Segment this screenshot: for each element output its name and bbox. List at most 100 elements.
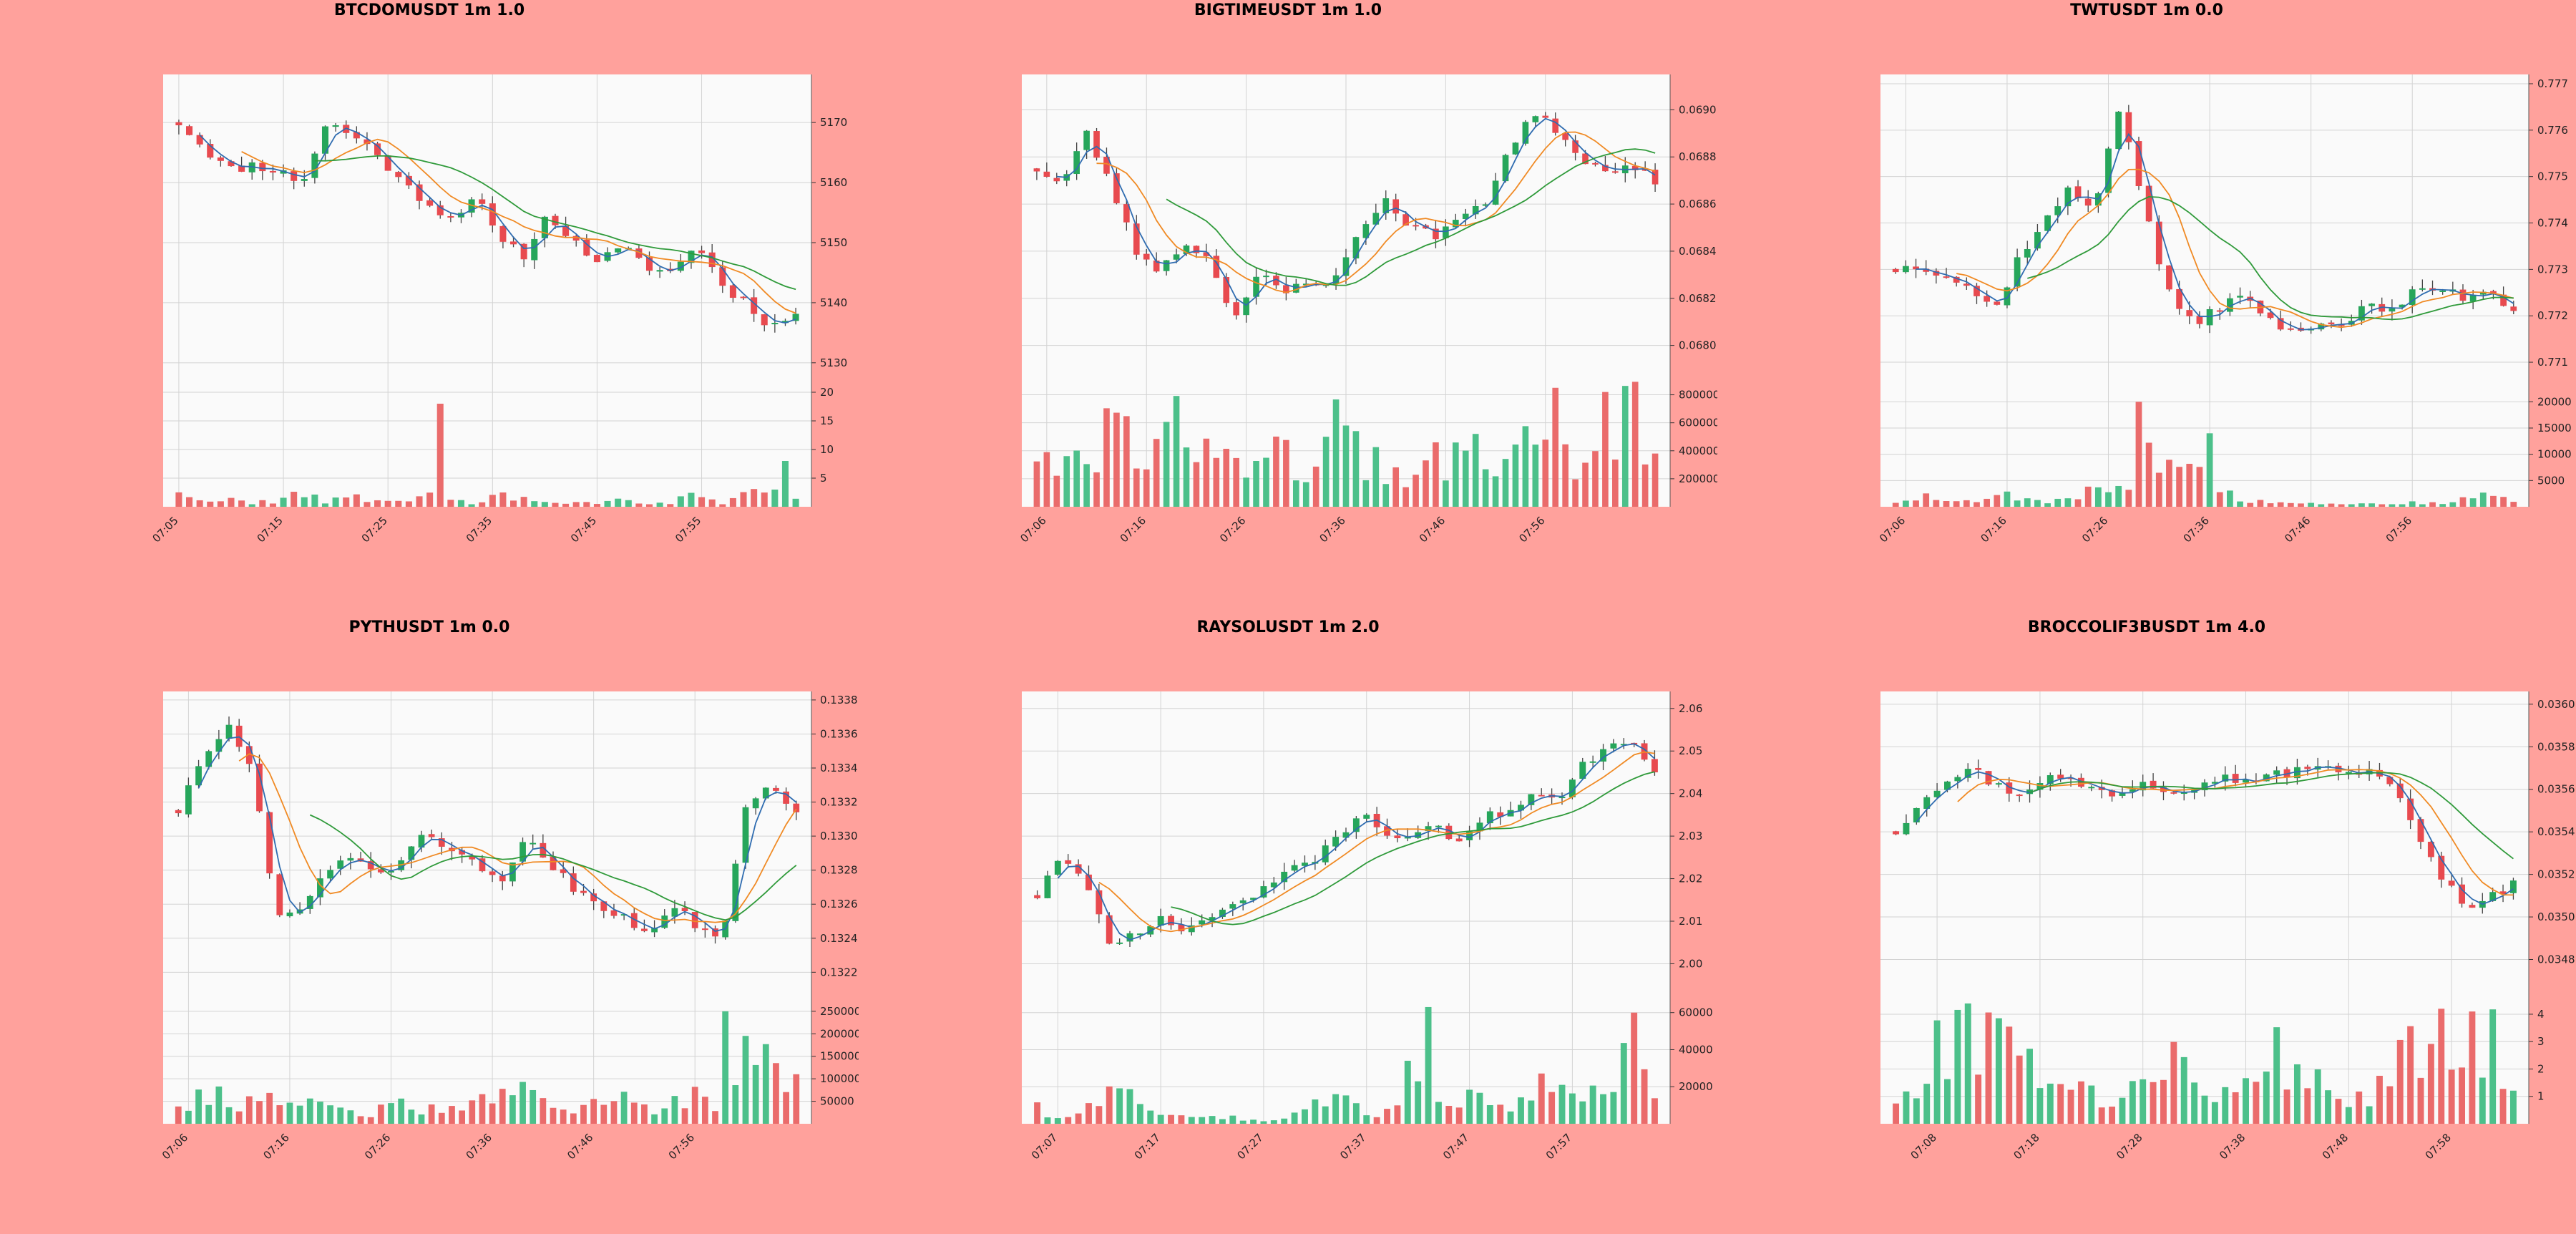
ma-long-line	[1171, 771, 1655, 926]
candle-down	[2277, 318, 2284, 330]
volume-bar-up	[388, 1103, 394, 1124]
candle-down	[2057, 774, 2064, 779]
volume-bar-up	[457, 500, 464, 507]
volume-bar-down	[1538, 1073, 1545, 1124]
candle-down	[469, 855, 476, 860]
price-tick-label: 5170	[820, 116, 847, 129]
volume-bar-down	[2170, 1041, 2177, 1124]
volume-bar-down	[259, 500, 266, 507]
candle-down	[1043, 171, 1050, 178]
volume-bar-up	[1522, 426, 1529, 507]
volume-bar-up	[2366, 1106, 2373, 1124]
candle-down	[196, 135, 203, 145]
volume-bar-up	[1352, 1103, 1360, 1124]
candle-up	[1964, 769, 1971, 778]
volume-bar-up	[531, 501, 538, 507]
volume-bar-down	[1975, 1074, 1982, 1124]
volume-bar-up	[195, 1089, 202, 1124]
volume-bar-down	[1433, 442, 1439, 507]
volume-bar-up	[418, 1114, 425, 1124]
volume-bar-down	[1033, 461, 1040, 507]
candle-up	[1239, 900, 1246, 903]
volume-bar-down	[1641, 464, 1649, 507]
candle-up	[1183, 245, 1190, 255]
candle-down	[256, 763, 263, 812]
volume-bar-up	[1964, 1003, 1971, 1124]
candle-down	[2510, 306, 2517, 311]
volume-tick-label: 20000	[1679, 1080, 1713, 1093]
volume-bar-up	[1621, 386, 1629, 507]
candle-up	[1073, 151, 1080, 175]
candle-up	[2115, 112, 2122, 150]
candle-up	[1332, 275, 1340, 284]
candle-up	[781, 321, 789, 324]
candle-up	[2046, 774, 2054, 784]
x-tick-label: 07:56	[2384, 514, 2414, 545]
candle-down	[1893, 831, 1900, 835]
candle-down	[1075, 864, 1082, 874]
volume-bar-down	[1913, 500, 1919, 507]
volume-bar-down	[1143, 469, 1150, 507]
candle-up	[1253, 276, 1259, 297]
volume-tick-label: 4	[2537, 1008, 2545, 1021]
volume-bar-up	[2479, 1077, 2486, 1124]
candle-up	[280, 170, 287, 174]
volume-bar-up	[1332, 399, 1340, 507]
volume-bar-down	[438, 1112, 445, 1124]
volume-bar-down	[1582, 462, 1589, 507]
volume-bar-up	[1600, 1094, 1606, 1124]
candle-up	[1589, 761, 1596, 763]
ma-mid-line	[1957, 769, 2514, 896]
candle-up	[1054, 860, 1061, 875]
candle-down	[499, 225, 507, 242]
candle-up	[205, 751, 213, 767]
ma-mid-line	[1096, 131, 1656, 293]
candle-down	[761, 314, 768, 326]
volume-bar-down	[416, 496, 423, 507]
volume-bar-down	[2429, 502, 2436, 507]
volume-bar-up	[280, 497, 287, 507]
candle-down	[1538, 795, 1545, 797]
volume-bar-up	[1260, 1121, 1267, 1124]
x-tick-label: 07:46	[565, 1131, 595, 1162]
volume-bar-down	[719, 504, 726, 507]
candle-up	[1620, 744, 1627, 746]
volume-bar-up	[620, 1092, 628, 1124]
candle-down	[1223, 277, 1230, 303]
x-tick-label: 07:56	[1516, 514, 1547, 545]
candle-up	[2227, 298, 2233, 312]
candle-up	[1219, 909, 1226, 918]
price-plot-area	[163, 74, 811, 381]
candle-down	[1143, 253, 1150, 260]
candle-down	[630, 913, 638, 928]
volume-bar-down	[1631, 1012, 1638, 1124]
candle-up	[1136, 933, 1143, 936]
volume-bar-down	[186, 497, 193, 507]
candle-up	[2004, 287, 2011, 306]
candle-up	[1291, 865, 1298, 871]
volume-bar-down	[572, 502, 580, 507]
volume-bar-up	[2004, 491, 2011, 507]
x-tick-label: 07:06	[1877, 514, 1908, 545]
volume-bar-down	[1592, 451, 1599, 507]
volume-bar-up	[1558, 1084, 1566, 1124]
x-tick-label: 07:56	[666, 1131, 697, 1162]
candle-up	[2014, 257, 2021, 287]
volume-bar-up	[1270, 1120, 1277, 1124]
candle-up	[1302, 863, 1308, 866]
candle-down	[550, 856, 557, 870]
candle-up	[286, 912, 293, 917]
volume-bar-up	[2140, 1079, 2147, 1124]
volume-bar-down	[1168, 1114, 1174, 1124]
candle-up	[2211, 782, 2218, 784]
volume-bar-up	[1352, 431, 1360, 507]
volume-bar-up	[1253, 461, 1259, 507]
candle-down	[2448, 880, 2455, 886]
volume-bar-up	[1610, 1092, 1617, 1124]
candle-up	[2024, 248, 2031, 258]
candle-up	[2044, 215, 2051, 231]
candle-up	[1532, 116, 1539, 122]
volume-bar-up	[248, 504, 255, 507]
chart-title: BROCCOLIF3BUSDT 1m 4.0	[2027, 618, 2266, 636]
candle-down	[186, 126, 193, 135]
